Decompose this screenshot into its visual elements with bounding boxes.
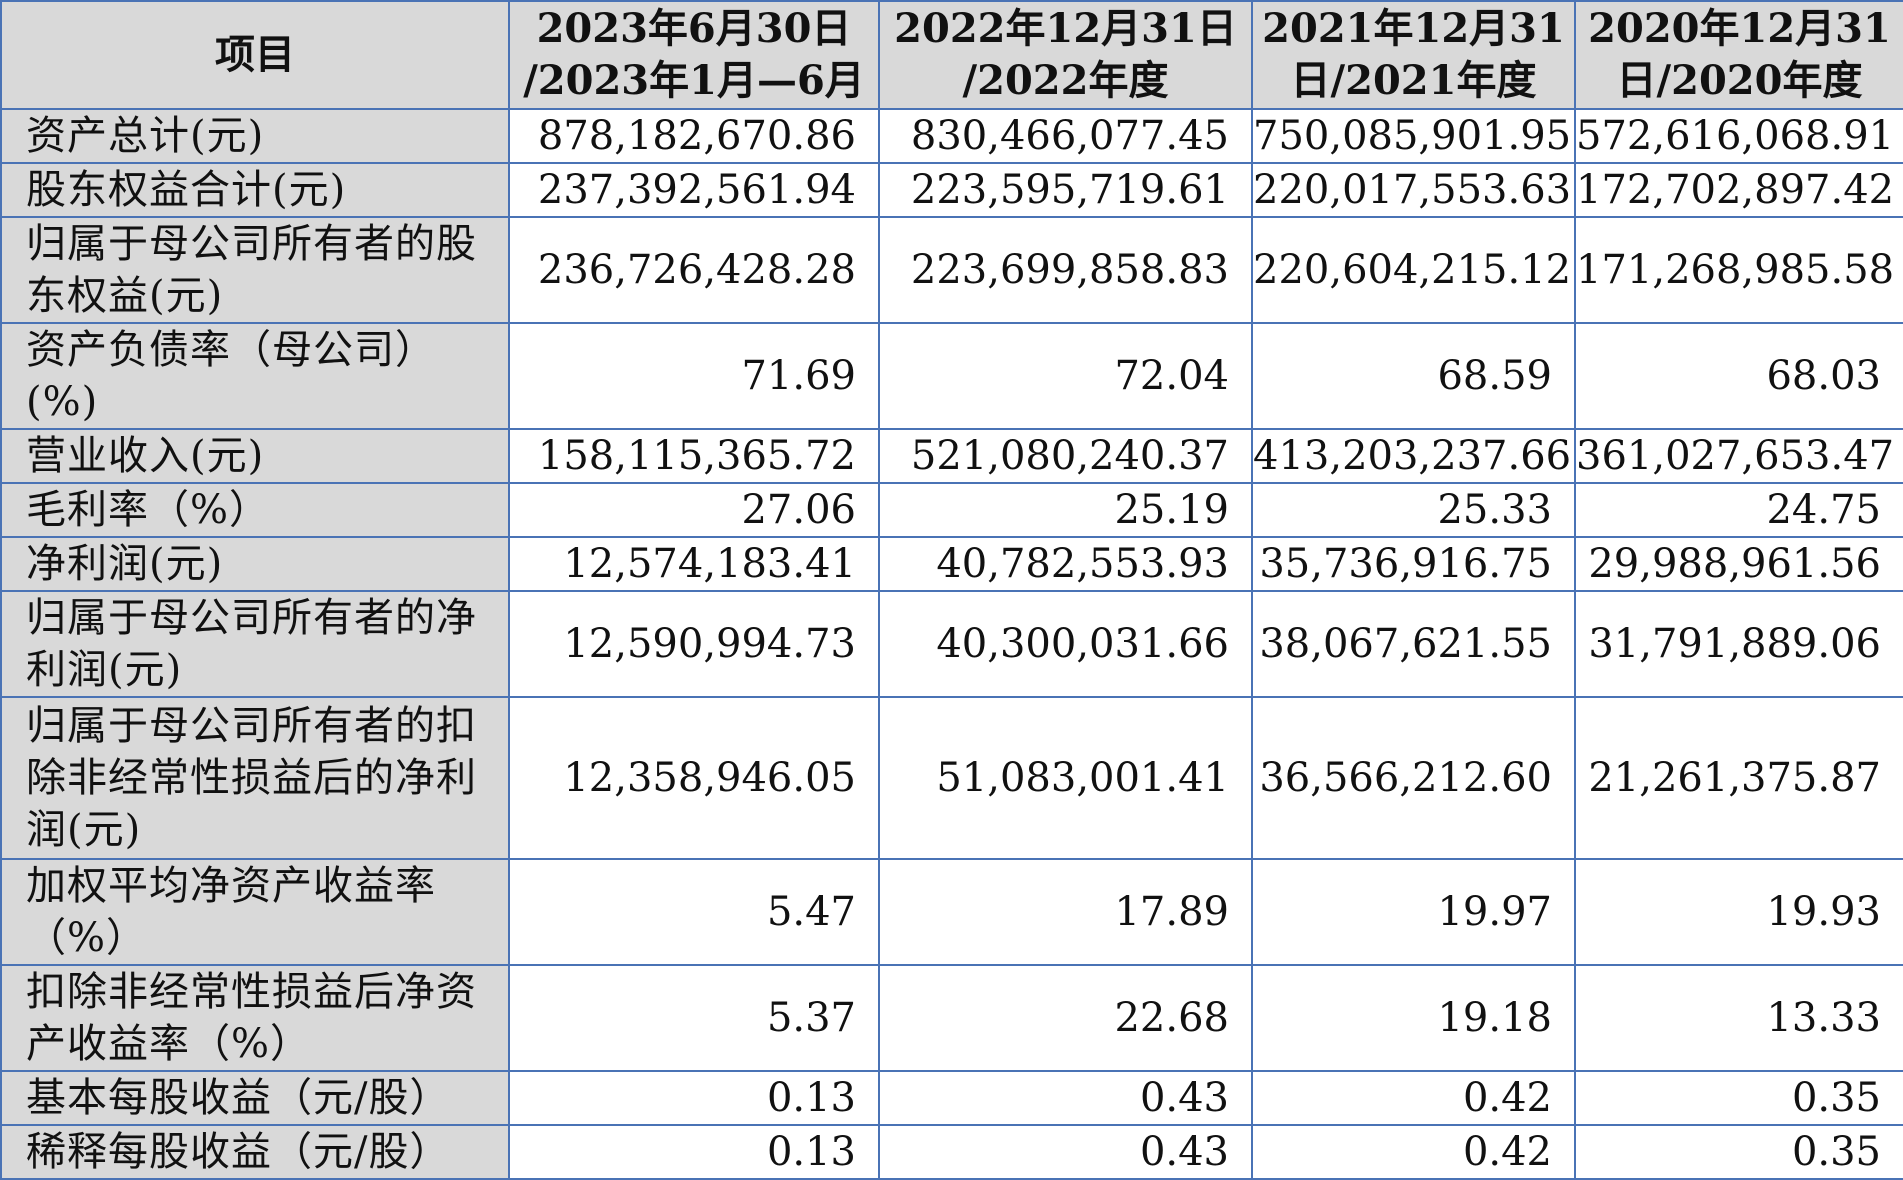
table-row: 稀释每股收益（元/股） 0.13 0.43 0.42 0.35 <box>0 1124 1903 1180</box>
row-label: 归属于母公司所有者的股东权益(元) <box>0 216 510 324</box>
cell-value: 0.13 <box>508 1070 880 1126</box>
cell-value: 830,466,077.45 <box>878 108 1253 164</box>
cell-value: 19.93 <box>1574 858 1903 966</box>
cell-value: 38,067,621.55 <box>1251 590 1576 698</box>
cell-value: 750,085,901.95 <box>1251 108 1576 164</box>
cell-value: 17.89 <box>878 858 1253 966</box>
cell-value: 19.97 <box>1251 858 1576 966</box>
row-label: 归属于母公司所有者的扣除非经常性损益后的净利润(元) <box>0 696 510 860</box>
cell-value: 237,392,561.94 <box>508 162 880 218</box>
cell-value: 12,358,946.05 <box>508 696 880 860</box>
cell-value: 223,595,719.61 <box>878 162 1253 218</box>
cell-value: 36,566,212.60 <box>1251 696 1576 860</box>
cell-value: 40,782,553.93 <box>878 536 1253 592</box>
table-row: 加权平均净资产收益率（%） 5.47 17.89 19.97 19.93 <box>0 858 1903 966</box>
header-col-line2: 日/2021年度 <box>1290 57 1537 104</box>
table-row: 净利润(元) 12,574,183.41 40,782,553.93 35,73… <box>0 536 1903 592</box>
cell-value: 19.18 <box>1251 964 1576 1072</box>
header-col-line1: 2023年6月30日 <box>536 5 852 52</box>
table-row: 营业收入(元) 158,115,365.72 521,080,240.37 41… <box>0 428 1903 484</box>
cell-value: 236,726,428.28 <box>508 216 880 324</box>
row-label: 稀释每股收益（元/股） <box>0 1124 510 1180</box>
row-label: 扣除非经常性损益后净资产收益率（%） <box>0 964 510 1072</box>
row-label: 营业收入(元) <box>0 428 510 484</box>
cell-value: 71.69 <box>508 322 880 430</box>
table-row: 资产总计(元) 878,182,670.86 830,466,077.45 75… <box>0 108 1903 164</box>
cell-value: 21,261,375.87 <box>1574 696 1903 860</box>
cell-value: 171,268,985.58 <box>1574 216 1903 324</box>
header-col-line1: 2021年12月31 <box>1262 5 1565 52</box>
table-row: 资产负债率（母公司）(%) 71.69 72.04 68.59 68.03 <box>0 322 1903 430</box>
cell-value: 35,736,916.75 <box>1251 536 1576 592</box>
header-col-2023h1: 2023年6月30日 /2023年1月—6月 <box>508 0 880 110</box>
header-col-line2: 日/2020年度 <box>1616 57 1863 104</box>
header-row: 项目 2023年6月30日 /2023年1月—6月 2022年12月31日 /2… <box>0 0 1903 110</box>
table-row: 基本每股收益（元/股） 0.13 0.43 0.42 0.35 <box>0 1070 1903 1126</box>
cell-value: 220,604,215.12 <box>1251 216 1576 324</box>
cell-value: 25.19 <box>878 482 1253 538</box>
row-label: 资产总计(元) <box>0 108 510 164</box>
cell-value: 12,574,183.41 <box>508 536 880 592</box>
table-row: 扣除非经常性损益后净资产收益率（%） 5.37 22.68 19.18 13.3… <box>0 964 1903 1072</box>
cell-value: 5.37 <box>508 964 880 1072</box>
cell-value: 521,080,240.37 <box>878 428 1253 484</box>
table-row: 毛利率（%） 27.06 25.19 25.33 24.75 <box>0 482 1903 538</box>
cell-value: 40,300,031.66 <box>878 590 1253 698</box>
cell-value: 68.03 <box>1574 322 1903 430</box>
header-col-line2: /2022年度 <box>962 57 1169 104</box>
cell-value: 22.68 <box>878 964 1253 1072</box>
header-col-2021: 2021年12月31 日/2021年度 <box>1251 0 1576 110</box>
cell-value: 51,083,001.41 <box>878 696 1253 860</box>
cell-value: 31,791,889.06 <box>1574 590 1903 698</box>
row-label: 股东权益合计(元) <box>0 162 510 218</box>
table-row: 归属于母公司所有者的股东权益(元) 236,726,428.28 223,699… <box>0 216 1903 324</box>
cell-value: 0.35 <box>1574 1124 1903 1180</box>
header-col-line1: 2020年12月31 <box>1588 5 1891 52</box>
cell-value: 13.33 <box>1574 964 1903 1072</box>
row-label: 净利润(元) <box>0 536 510 592</box>
cell-value: 68.59 <box>1251 322 1576 430</box>
row-label: 资产负债率（母公司）(%) <box>0 322 510 430</box>
cell-value: 572,616,068.91 <box>1574 108 1903 164</box>
cell-value: 24.75 <box>1574 482 1903 538</box>
row-label: 基本每股收益（元/股） <box>0 1070 510 1126</box>
cell-value: 413,203,237.66 <box>1251 428 1576 484</box>
cell-value: 0.42 <box>1251 1124 1576 1180</box>
header-item: 项目 <box>0 0 510 110</box>
cell-value: 0.13 <box>508 1124 880 1180</box>
row-label: 归属于母公司所有者的净利润(元) <box>0 590 510 698</box>
header-col-line1: 2022年12月31日 <box>894 5 1237 52</box>
cell-value: 25.33 <box>1251 482 1576 538</box>
cell-value: 0.42 <box>1251 1070 1576 1126</box>
cell-value: 220,017,553.63 <box>1251 162 1576 218</box>
cell-value: 158,115,365.72 <box>508 428 880 484</box>
table-row: 归属于母公司所有者的净利润(元) 12,590,994.73 40,300,03… <box>0 590 1903 698</box>
header-col-line2: /2023年1月—6月 <box>523 57 865 104</box>
cell-value: 29,988,961.56 <box>1574 536 1903 592</box>
cell-value: 72.04 <box>878 322 1253 430</box>
cell-value: 27.06 <box>508 482 880 538</box>
cell-value: 223,699,858.83 <box>878 216 1253 324</box>
table-row: 归属于母公司所有者的扣除非经常性损益后的净利润(元) 12,358,946.05… <box>0 696 1903 860</box>
cell-value: 0.43 <box>878 1124 1253 1180</box>
cell-value: 5.47 <box>508 858 880 966</box>
cell-value: 172,702,897.42 <box>1574 162 1903 218</box>
header-col-2022: 2022年12月31日 /2022年度 <box>878 0 1253 110</box>
cell-value: 878,182,670.86 <box>508 108 880 164</box>
cell-value: 12,590,994.73 <box>508 590 880 698</box>
table-row: 股东权益合计(元) 237,392,561.94 223,595,719.61 … <box>0 162 1903 218</box>
header-col-2020: 2020年12月31 日/2020年度 <box>1574 0 1903 110</box>
row-label: 加权平均净资产收益率（%） <box>0 858 510 966</box>
cell-value: 0.35 <box>1574 1070 1903 1126</box>
row-label: 毛利率（%） <box>0 482 510 538</box>
cell-value: 0.43 <box>878 1070 1253 1126</box>
cell-value: 361,027,653.47 <box>1574 428 1903 484</box>
